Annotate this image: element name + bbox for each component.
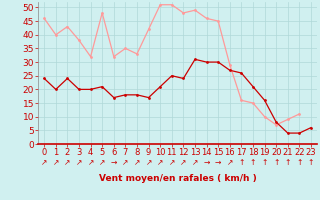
Text: ↗: ↗ (64, 158, 71, 167)
Text: ↑: ↑ (296, 158, 303, 167)
Text: ↗: ↗ (41, 158, 47, 167)
Text: ↗: ↗ (122, 158, 129, 167)
Text: ↑: ↑ (238, 158, 244, 167)
Text: ↗: ↗ (145, 158, 152, 167)
X-axis label: Vent moyen/en rafales ( km/h ): Vent moyen/en rafales ( km/h ) (99, 174, 256, 183)
Text: ↗: ↗ (134, 158, 140, 167)
Text: ↗: ↗ (157, 158, 164, 167)
Text: →: → (215, 158, 221, 167)
Text: ↗: ↗ (192, 158, 198, 167)
Text: ↗: ↗ (180, 158, 187, 167)
Text: ↗: ↗ (52, 158, 59, 167)
Text: →: → (111, 158, 117, 167)
Text: ↑: ↑ (273, 158, 279, 167)
Text: ↑: ↑ (308, 158, 314, 167)
Text: ↗: ↗ (169, 158, 175, 167)
Text: ↑: ↑ (284, 158, 291, 167)
Text: ↑: ↑ (250, 158, 256, 167)
Text: ↗: ↗ (87, 158, 94, 167)
Text: ↗: ↗ (76, 158, 82, 167)
Text: →: → (204, 158, 210, 167)
Text: ↑: ↑ (261, 158, 268, 167)
Text: ↗: ↗ (99, 158, 105, 167)
Text: ↗: ↗ (227, 158, 233, 167)
